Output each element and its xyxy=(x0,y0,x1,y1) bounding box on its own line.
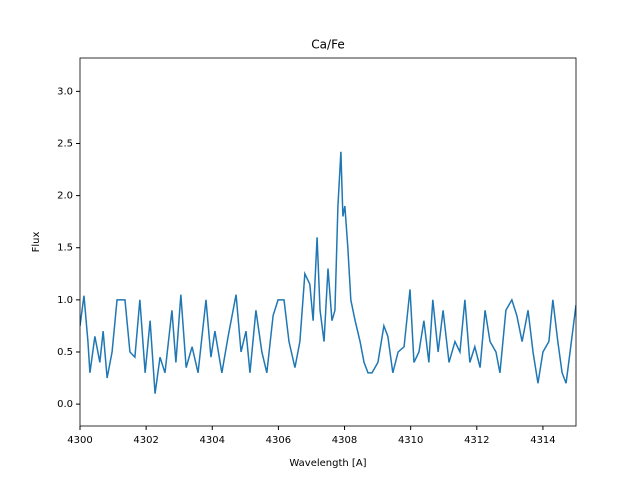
x-tick-label: 4300 xyxy=(67,435,92,446)
chart-title: Ca/Fe xyxy=(311,38,344,52)
y-tick-label: 2.5 xyxy=(57,138,73,149)
x-tick-label: 4310 xyxy=(398,435,423,446)
y-tick-label: 0.5 xyxy=(57,347,73,358)
x-tick-label: 4312 xyxy=(464,435,489,446)
plot-frame xyxy=(79,57,577,427)
y-tick-label: 0.0 xyxy=(57,399,73,410)
y-tick-label: 1.5 xyxy=(57,243,73,254)
y-axis-label: Flux xyxy=(31,232,42,253)
x-tick-label: 4308 xyxy=(332,435,357,446)
series-line xyxy=(80,151,576,394)
y-tick-label: 1.0 xyxy=(57,295,73,306)
x-axis-label: Wavelength [A] xyxy=(289,458,366,469)
y-tick-label: 2.0 xyxy=(57,191,73,202)
y-tick-label: 3.0 xyxy=(57,86,73,97)
x-tick-label: 4314 xyxy=(530,435,555,446)
x-tick-label: 4304 xyxy=(200,435,225,446)
x-tick-label: 4306 xyxy=(266,435,291,446)
x-tick-label: 4302 xyxy=(133,435,158,446)
